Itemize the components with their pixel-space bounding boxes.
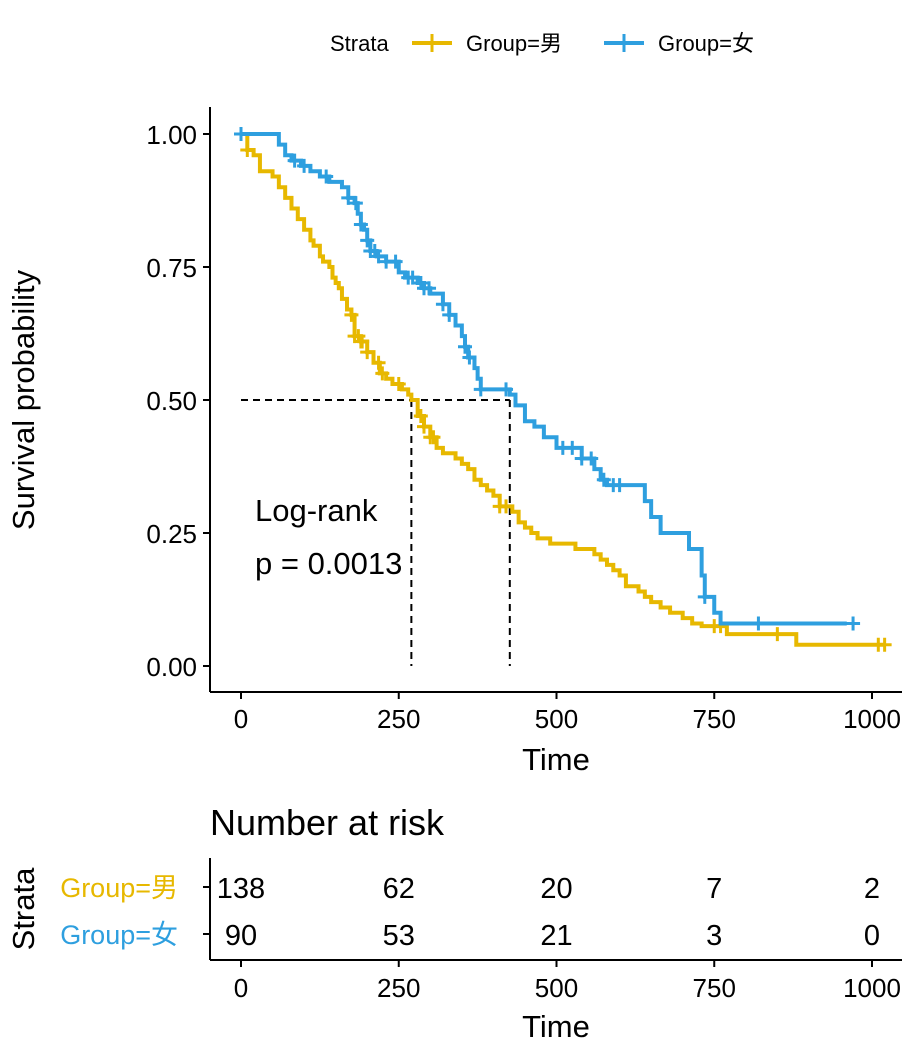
annotation-pvalue: p = 0.0013	[255, 546, 402, 581]
censor-mark	[462, 350, 477, 365]
censor-mark	[751, 616, 766, 631]
risk-count: 2	[864, 873, 880, 905]
censor-mark	[234, 127, 248, 141]
censor-mark	[240, 142, 255, 157]
censor-mark	[355, 334, 370, 349]
legend: Strata Group=男 Group=女	[330, 31, 754, 56]
y-tick-label: 1.00	[146, 120, 197, 150]
censor-mark	[375, 366, 390, 381]
censor-mark	[499, 382, 514, 397]
risk-table-title: Number at risk	[210, 802, 445, 843]
censor-mark	[405, 270, 420, 285]
censor-mark	[697, 589, 712, 604]
annotation-logrank: Log-rank	[255, 493, 378, 528]
censor-mark	[360, 233, 375, 248]
y-axis-label: Survival probability	[6, 269, 41, 530]
risk-x-tick-label: 1000	[843, 973, 901, 1003]
censor-mark	[371, 249, 386, 264]
censor-mark	[353, 217, 368, 232]
legend-items: Group=男 Group=女	[412, 31, 754, 56]
censor-mark	[565, 440, 580, 455]
risk-count: 90	[225, 920, 257, 952]
censor-mark	[596, 472, 611, 487]
censor-mark	[846, 616, 861, 631]
y-tick-label: 0.75	[146, 253, 197, 283]
risk-table-ylabel: Strata	[6, 867, 41, 950]
censor-mark	[371, 355, 386, 370]
censor-mark	[612, 478, 627, 493]
censor-mark	[584, 451, 599, 466]
censor-mark	[435, 297, 450, 312]
risk-count: 3	[706, 920, 722, 952]
risk-x-tick-label: 0	[234, 973, 248, 1003]
risk-count: 7	[706, 873, 722, 905]
censor-mark	[442, 307, 457, 322]
x-axis-label: Time	[522, 742, 590, 777]
series-layer	[234, 127, 892, 652]
risk-count: 138	[217, 873, 265, 905]
censor-mark	[287, 153, 302, 168]
censor-mark	[413, 408, 428, 423]
x-tick-label: 1000	[843, 704, 901, 734]
censor-mark	[297, 158, 312, 173]
legend-label: Group=男	[466, 31, 562, 56]
median-lines	[241, 399, 511, 666]
censor-mark	[391, 377, 406, 392]
risk-table: Number at risk Strata Group=男 138 62 20 7 2Gr…	[6, 802, 902, 1044]
risk-x-tick-label: 500	[535, 973, 578, 1003]
censor-mark	[319, 169, 334, 184]
x-tick-label: 0	[234, 704, 248, 734]
risk-count: 53	[383, 920, 415, 952]
series-female	[234, 127, 861, 631]
legend-label: Group=女	[658, 31, 754, 56]
censor-mark	[499, 499, 514, 514]
series-male	[240, 132, 892, 652]
censor-mark	[473, 382, 488, 397]
censor-mark	[770, 627, 785, 642]
censor-mark	[344, 307, 359, 322]
censor-mark	[877, 637, 892, 652]
risk-row-label: Group=男	[60, 873, 178, 903]
x-tick-label: 500	[535, 704, 578, 734]
censor-mark	[388, 254, 403, 269]
risk-count: 20	[540, 873, 572, 905]
y-tick-label: 0.50	[146, 386, 197, 416]
risk-rows: Group=男 138 62 20 7 2 Group=女 90 53 21 3 0	[60, 873, 880, 952]
y-tick-label: 0.25	[146, 519, 197, 549]
risk-row-label: Group=女	[60, 920, 178, 950]
censor-mark	[422, 281, 437, 296]
risk-count: 0	[864, 920, 880, 952]
main-plot: 0.00 0.25 0.50 0.75 1.00 0 250 500 750 1000 Time…	[6, 107, 902, 777]
risk-count: 21	[540, 920, 572, 952]
censor-mark	[426, 430, 441, 445]
risk-x-axis-label: Time	[522, 1009, 590, 1044]
y-ticks: 0.00 0.25 0.50 0.75 1.00	[146, 120, 210, 682]
x-tick-label: 250	[377, 704, 420, 734]
censor-mark	[416, 419, 431, 434]
risk-x-tick-label: 750	[693, 973, 736, 1003]
y-tick-label: 0.00	[146, 652, 197, 682]
censor-mark	[348, 196, 363, 211]
legend-title: Strata	[330, 31, 389, 56]
x-ticks: 0 250 500 750 1000	[234, 692, 901, 734]
x-tick-label: 750	[693, 704, 736, 734]
risk-x-ticks: 0 250 500 750 1000	[234, 960, 901, 1003]
censor-mark	[341, 190, 356, 205]
censor-mark	[360, 345, 375, 360]
risk-x-tick-label: 250	[377, 973, 420, 1003]
censor-mark	[458, 339, 473, 354]
risk-count: 62	[383, 873, 415, 905]
